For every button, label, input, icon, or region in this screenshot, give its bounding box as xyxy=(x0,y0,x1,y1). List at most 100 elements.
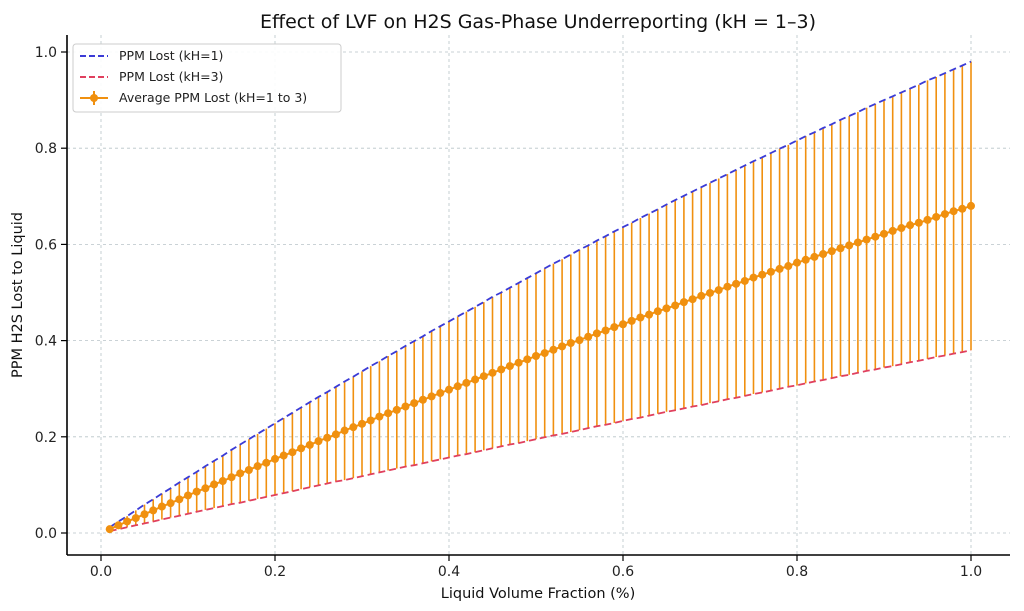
y-tick-label: 1.0 xyxy=(35,45,57,61)
average-marker xyxy=(279,451,288,460)
average-marker xyxy=(288,448,297,457)
x-tick-label: 0.4 xyxy=(438,564,460,580)
series-line-kh3 xyxy=(109,349,972,532)
average-marker xyxy=(662,304,671,313)
average-marker xyxy=(766,267,775,276)
x-tick-label: 1.0 xyxy=(960,564,982,580)
average-marker xyxy=(949,207,958,216)
average-marker xyxy=(514,358,523,367)
average-marker xyxy=(549,345,558,354)
average-marker xyxy=(967,201,975,210)
average-marker xyxy=(749,273,758,282)
average-marker xyxy=(627,316,636,325)
average-marker xyxy=(488,368,497,377)
average-marker xyxy=(184,491,192,500)
average-marker xyxy=(940,210,949,219)
average-marker xyxy=(784,262,793,271)
average-marker xyxy=(775,264,784,273)
series-lines xyxy=(109,60,972,532)
average-marker xyxy=(392,405,401,414)
average-marker xyxy=(384,409,393,418)
average-marker xyxy=(862,235,871,244)
legend: PPM Lost (kH=1) PPM Lost (kH=3) Average … xyxy=(72,43,342,113)
average-marker xyxy=(453,382,462,391)
average-marker xyxy=(636,313,645,322)
average-marker xyxy=(575,336,584,345)
average-marker xyxy=(836,244,845,253)
average-marker xyxy=(436,389,445,398)
average-marker xyxy=(740,276,749,285)
average-marker xyxy=(418,395,427,404)
average-marker xyxy=(958,204,967,213)
average-marker xyxy=(349,423,358,432)
average-marker xyxy=(914,218,923,227)
average-marker xyxy=(140,510,149,519)
x-tick-label: 0.2 xyxy=(264,564,286,580)
average-marker xyxy=(523,355,532,364)
average-marker xyxy=(923,215,932,224)
average-marker xyxy=(897,224,906,233)
chart-title: Effect of LVF on H2S Gas-Phase Underrepo… xyxy=(260,11,816,33)
average-marker xyxy=(810,252,819,261)
legend-label-kh3: PPM Lost (kH=3) xyxy=(119,69,223,84)
average-marker xyxy=(505,362,514,371)
average-marker xyxy=(758,270,767,279)
average-marker xyxy=(558,342,567,351)
average-marker xyxy=(210,480,219,489)
average-marker xyxy=(366,416,375,425)
average-marker xyxy=(314,437,323,446)
average-marker xyxy=(331,430,340,439)
average-marker xyxy=(793,258,801,267)
average-marker xyxy=(297,444,306,453)
error-bars xyxy=(108,61,972,532)
x-tick-label: 0.8 xyxy=(786,564,808,580)
average-marker xyxy=(123,517,132,526)
average-marker xyxy=(271,454,279,463)
average-marker xyxy=(610,323,619,332)
average-marker xyxy=(149,506,158,515)
average-marker xyxy=(671,301,680,310)
average-marker xyxy=(645,310,654,319)
ticks: 0.0 0.2 0.4 0.6 0.8 1.0 0.0 0.2 0.4 0.6 … xyxy=(35,45,982,580)
average-marker xyxy=(358,419,366,428)
average-marker xyxy=(827,247,836,256)
y-tick-label: 0.4 xyxy=(35,334,57,350)
average-marker xyxy=(601,326,610,335)
average-marker xyxy=(706,288,714,297)
y-tick-label: 0.6 xyxy=(35,237,57,253)
x-axis-label: Liquid Volume Fraction (%) xyxy=(441,586,635,602)
average-marker xyxy=(323,433,332,442)
average-marker xyxy=(801,255,810,264)
average-marker xyxy=(723,282,732,291)
average-marker xyxy=(880,229,888,238)
average-marker xyxy=(540,349,549,358)
average-marker xyxy=(679,298,688,307)
average-marker xyxy=(105,525,114,534)
average-marker xyxy=(218,477,227,486)
average-marker xyxy=(227,473,236,482)
x-tick-label: 0.6 xyxy=(612,564,634,580)
series-markers xyxy=(105,201,975,534)
y-axis-label: PPM H2S Lost to Liquid xyxy=(10,212,26,378)
average-marker xyxy=(175,495,184,504)
average-marker xyxy=(906,221,915,230)
average-marker xyxy=(236,469,245,478)
average-marker xyxy=(714,286,723,295)
average-marker xyxy=(479,372,488,381)
average-marker xyxy=(131,514,140,523)
average-marker xyxy=(532,351,540,360)
legend-swatch-average-marker xyxy=(90,94,98,102)
average-marker xyxy=(888,226,897,235)
average-marker xyxy=(871,232,880,241)
legend-label-kh1: PPM Lost (kH=1) xyxy=(119,48,223,63)
legend-label-average: Average PPM Lost (kH=1 to 3) xyxy=(119,90,307,105)
average-marker xyxy=(166,499,175,508)
y-tick-label: 0.0 xyxy=(35,526,57,542)
average-marker xyxy=(244,465,253,474)
y-tick-label: 0.8 xyxy=(35,141,57,157)
average-marker xyxy=(497,365,506,374)
average-marker xyxy=(375,412,384,421)
average-marker xyxy=(401,402,410,411)
average-marker xyxy=(592,329,601,338)
